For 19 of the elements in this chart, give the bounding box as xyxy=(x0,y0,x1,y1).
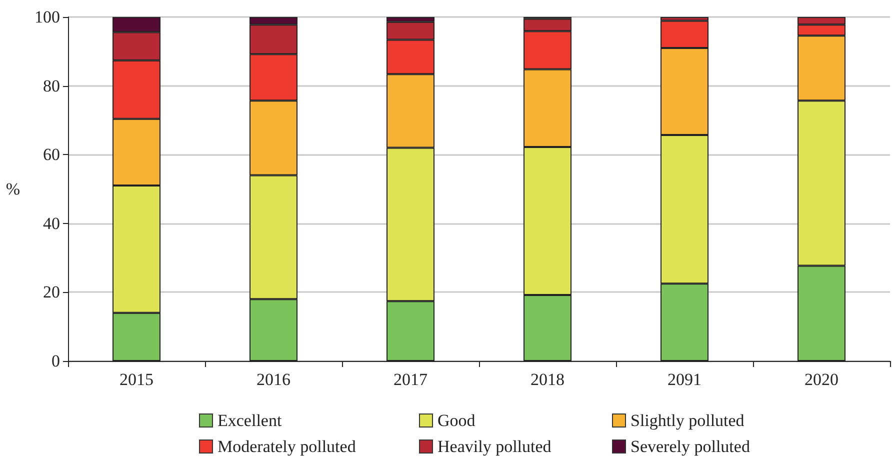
x-tick-label: 2017 xyxy=(394,370,428,389)
y-tick-label: 80 xyxy=(43,76,60,96)
legend-label: Moderately polluted xyxy=(218,437,356,456)
x-tick-label: 2016 xyxy=(256,370,290,389)
y-tick-label: 20 xyxy=(43,282,60,302)
x-tick-label: 2091 xyxy=(668,370,702,389)
x-tick-label: 2015 xyxy=(120,370,154,389)
legend-label: Good xyxy=(438,411,476,430)
legend-label: Severely polluted xyxy=(630,437,750,456)
y-tick-label: 0 xyxy=(52,352,60,370)
x-tick-label: 2018 xyxy=(530,370,564,389)
y-tick-label: 40 xyxy=(43,214,60,233)
y-tick-label: 100 xyxy=(34,8,60,26)
legend-label: Slightly polluted xyxy=(630,411,745,430)
legend-label: Excellent xyxy=(218,411,282,430)
y-axis-title: % xyxy=(6,180,20,198)
legend-label: Heavily polluted xyxy=(438,437,552,456)
x-tick-label: 2020 xyxy=(804,370,838,389)
y-tick-label: 60 xyxy=(43,145,60,164)
